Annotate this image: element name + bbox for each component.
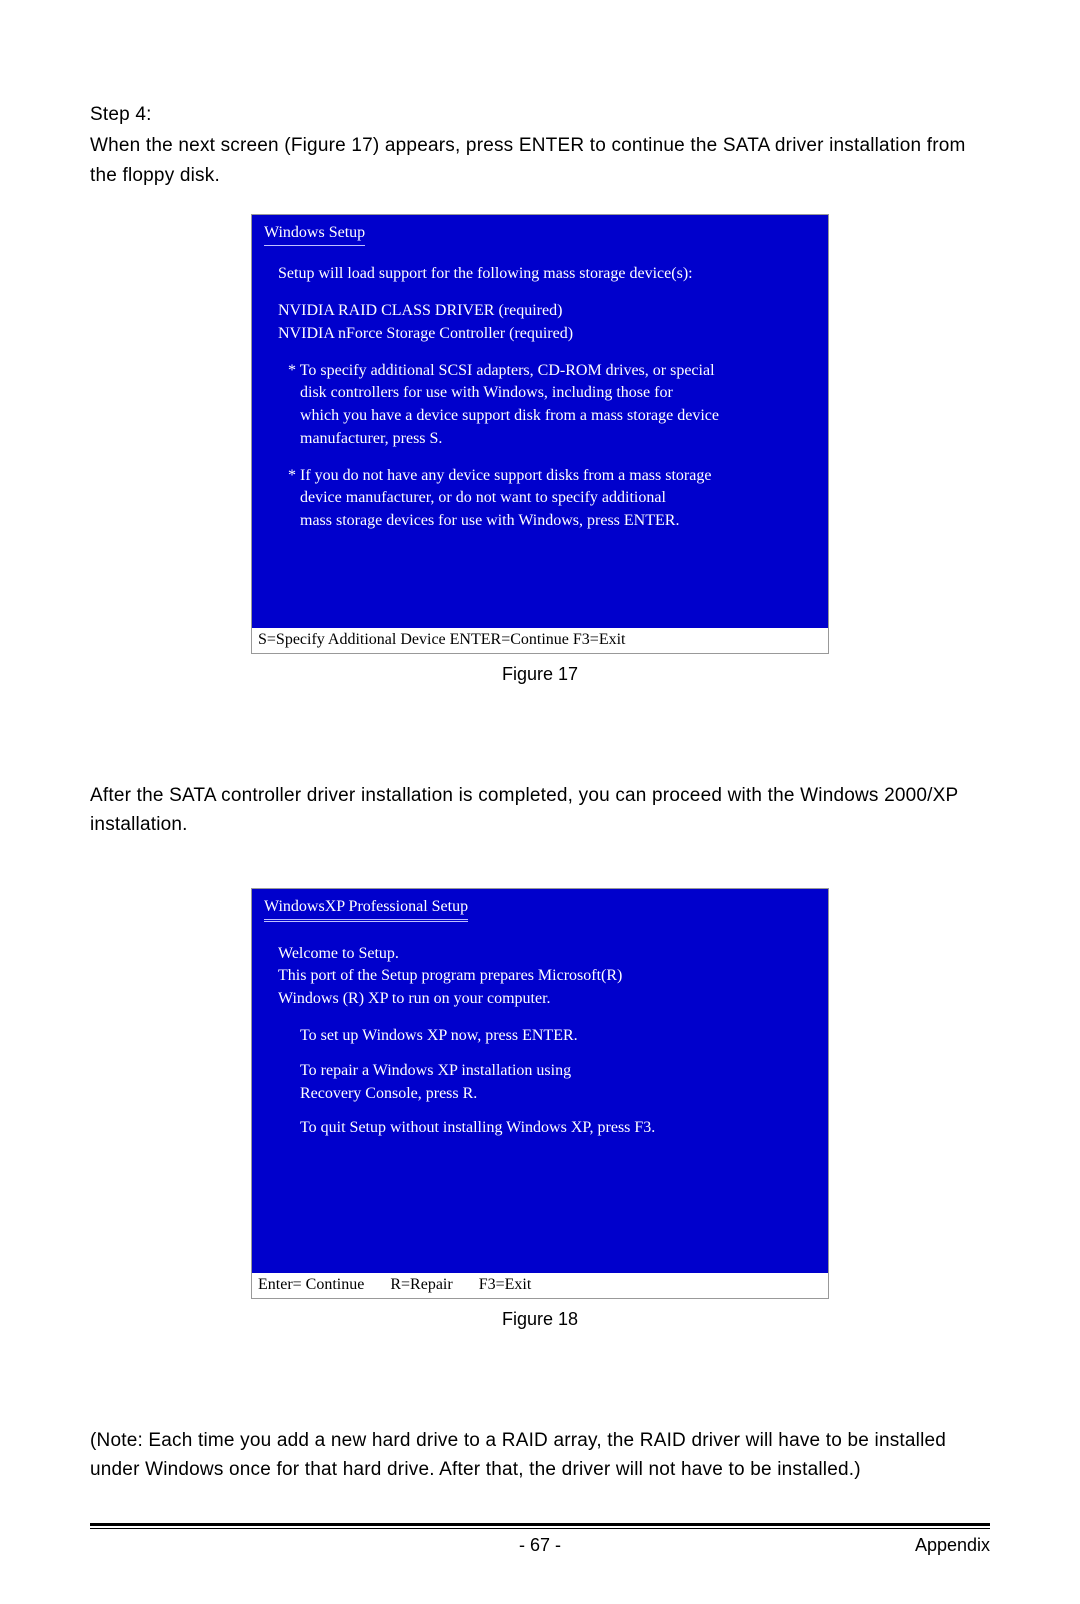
fig18-opt3: To quit Setup without installing Windows… <box>264 1118 816 1139</box>
fig17-caption: Figure 17 <box>502 664 578 685</box>
fig18-desc: This port of the Setup program prepares … <box>264 966 816 987</box>
fig17-driver-line: NVIDIA RAID CLASS DRIVER (required) <box>264 301 816 322</box>
fig18-status-a: Enter= Continue <box>258 1276 364 1293</box>
fig17-intro-line: Setup will load support for the followin… <box>264 264 816 285</box>
step-label: Step 4: <box>90 100 990 129</box>
fig18-opt2: Recovery Console, press R. <box>264 1084 816 1105</box>
fig18-welcome: Welcome to Setup. <box>264 944 816 965</box>
fig17-screen: Windows Setup Setup will load support fo… <box>251 214 829 654</box>
fig17-bullet1-line: manufacturer, press S. <box>264 429 816 450</box>
fig17-bullet2-line: device manufacturer, or do not want to s… <box>264 488 816 509</box>
fig18-opt2: To repair a Windows XP installation usin… <box>264 1061 816 1082</box>
fig17-bullet1-line: which you have a device support disk fro… <box>264 406 816 427</box>
fig18-caption: Figure 18 <box>502 1309 578 1330</box>
note-paragraph: (Note: Each time you add a new hard driv… <box>90 1426 990 1485</box>
fig17-bullet1-line: * To specify additional SCSI adapters, C… <box>264 361 816 382</box>
fig18-title: WindowsXP Professional Setup <box>264 897 468 922</box>
fig17-driver-line: NVIDIA nForce Storage Controller (requir… <box>264 324 816 345</box>
page-number: - 67 - <box>90 1535 990 1556</box>
intro-paragraph: When the next screen (Figure 17) appears… <box>90 131 990 190</box>
page-footer: - 67 - Appendix <box>90 1523 990 1556</box>
fig18-statusbar: Enter= Continue R=Repair F3=Exit <box>252 1273 828 1298</box>
figure-17: Windows Setup Setup will load support fo… <box>90 214 990 685</box>
fig18-status-c: F3=Exit <box>479 1276 532 1293</box>
fig17-title: Windows Setup <box>264 223 365 246</box>
fig18-desc: Windows (R) XP to run on your computer. <box>264 989 816 1010</box>
mid-paragraph: After the SATA controller driver install… <box>90 781 990 840</box>
fig18-screen: WindowsXP Professional Setup Welcome to … <box>251 888 829 1299</box>
fig17-bullet2-line: mass storage devices for use with Window… <box>264 511 816 532</box>
fig17-statusbar: S=Specify Additional Device ENTER=Contin… <box>252 628 828 653</box>
fig17-bullet2-line: * If you do not have any device support … <box>264 466 816 487</box>
fig18-opt1: To set up Windows XP now, press ENTER. <box>264 1026 816 1047</box>
fig18-status-b: R=Repair <box>390 1276 452 1293</box>
figure-18: WindowsXP Professional Setup Welcome to … <box>90 888 990 1330</box>
fig17-bullet1-line: disk controllers for use with Windows, i… <box>264 383 816 404</box>
